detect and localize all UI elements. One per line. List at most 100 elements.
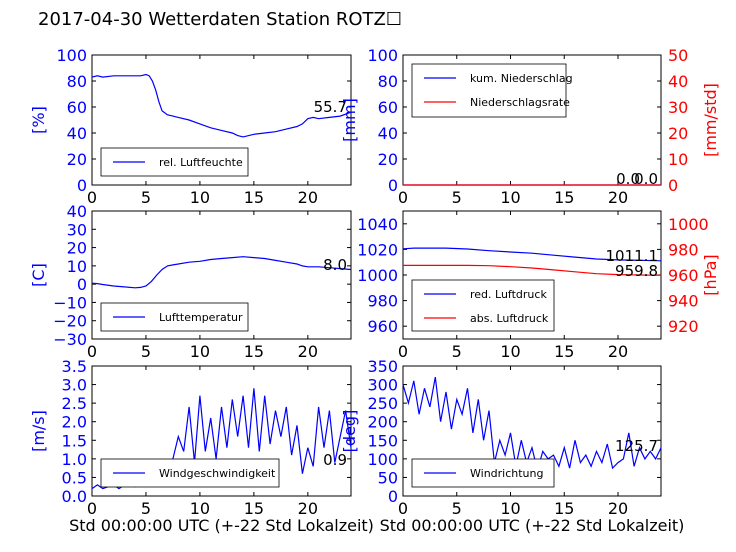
y-tick-label: 1.0 xyxy=(62,450,87,469)
y-tick-label: −30 xyxy=(53,330,87,349)
x-tick-label: 10 xyxy=(500,499,520,518)
legend-label: Windgeschwindigkeit xyxy=(159,467,276,480)
y-tick-label: 100 xyxy=(367,46,398,65)
plot-frame xyxy=(91,54,352,186)
y-tick-label: 40 xyxy=(67,202,87,221)
y-tick-label: 0.0 xyxy=(62,487,87,506)
value-annotation: 959.8 xyxy=(615,262,658,280)
y2-tick-label: 940 xyxy=(668,292,699,311)
y-tick-label: 20 xyxy=(67,239,87,258)
y-tick-label: 80 xyxy=(67,72,87,91)
x-tick-label: 0 xyxy=(398,499,408,518)
y-tick-label: 350 xyxy=(367,357,398,376)
x-tick-label: 10 xyxy=(190,188,210,207)
y-tick-label: 1020 xyxy=(357,240,398,259)
y2-tick-label: 980 xyxy=(668,240,699,259)
y-axis-label: [mm] xyxy=(340,98,359,142)
plot-frame xyxy=(91,365,352,497)
y-tick-label: 1000 xyxy=(357,266,398,285)
y-tick-label: −10 xyxy=(53,293,87,312)
x-tick-label: 15 xyxy=(244,188,264,207)
x-tick-label: 15 xyxy=(244,342,264,361)
legend-label: Lufttemperatur xyxy=(159,311,243,324)
y-tick-label: 2.0 xyxy=(62,413,87,432)
x-tick-label: 20 xyxy=(608,342,628,361)
legend-label: kum. Niederschlag xyxy=(470,72,573,85)
y2-tick-label: 920 xyxy=(668,317,699,336)
x-tick-label: 5 xyxy=(141,188,151,207)
x-tick-label: 0 xyxy=(398,188,408,207)
x-tick-label: 5 xyxy=(141,499,151,518)
x-tick-label: 20 xyxy=(298,342,318,361)
value-annotation: 8.0 xyxy=(323,256,347,274)
y2-tick-label: 10 xyxy=(668,150,688,169)
x-tick-label: 20 xyxy=(298,188,318,207)
series-line-pressure-0 xyxy=(402,247,662,262)
y2-tick-label: 1000 xyxy=(668,215,709,234)
value-annotation: 0.9 xyxy=(323,451,347,469)
legend-label: red. Luftdruck xyxy=(470,288,547,301)
y2-tick-label: 50 xyxy=(668,46,688,65)
y-tick-label: 3.0 xyxy=(62,376,87,395)
y-tick-label: 100 xyxy=(56,46,87,65)
y-tick-label: 300 xyxy=(367,376,398,395)
series-line-temperature-0 xyxy=(91,256,352,289)
y-tick-label: 100 xyxy=(367,450,398,469)
y-tick-label: 0.5 xyxy=(62,468,87,487)
y-tick-label: 3.5 xyxy=(62,357,87,376)
value-annotation: 0.0 xyxy=(634,170,658,188)
y-tick-label: 0 xyxy=(388,176,398,195)
y-tick-label: 150 xyxy=(367,431,398,450)
x-tick-label: 5 xyxy=(452,342,462,361)
plot-frame xyxy=(91,210,352,340)
x-tick-label: 10 xyxy=(190,342,210,361)
series-line-winddir-0 xyxy=(402,376,662,473)
plot-frame xyxy=(402,365,662,497)
value-annotation: 55.7 xyxy=(314,98,347,116)
y2-axis-label: [hPa] xyxy=(701,254,720,295)
value-annotation: 1011.1 xyxy=(606,247,659,265)
y-tick-label: 980 xyxy=(367,292,398,311)
y-tick-label: 0 xyxy=(77,176,87,195)
y-axis-label: [m/s] xyxy=(29,410,48,452)
y-tick-label: 10 xyxy=(67,257,87,276)
x-tick-label: 15 xyxy=(554,499,574,518)
y-tick-label: 1040 xyxy=(357,215,398,234)
value-annotation: 0.0 xyxy=(616,170,640,188)
series-line-humidity-0 xyxy=(91,73,352,138)
y-tick-label: 0 xyxy=(77,275,87,294)
x-tick-label: 5 xyxy=(141,342,151,361)
figure-title: 2017-04-30 Wetterdaten Station ROTZ☐ xyxy=(38,9,402,30)
x-tick-label: 10 xyxy=(190,499,210,518)
y-tick-label: 20 xyxy=(67,150,87,169)
x-tick-label: 5 xyxy=(452,188,462,207)
legend-label: rel. Luftfeuchte xyxy=(159,156,243,169)
value-annotation: 125.7 xyxy=(615,437,658,455)
x-tick-label: 0 xyxy=(87,499,97,518)
x-axis-label: Std 00:00:00 UTC (+-22 Std Lokalzeit) xyxy=(380,516,685,535)
y-tick-label: 30 xyxy=(67,220,87,239)
x-tick-label: 15 xyxy=(554,342,574,361)
y-tick-label: 40 xyxy=(67,124,87,143)
y2-tick-label: 20 xyxy=(668,124,688,143)
y2-tick-label: 960 xyxy=(668,266,699,285)
x-tick-label: 15 xyxy=(554,188,574,207)
x-tick-label: 10 xyxy=(500,342,520,361)
y-axis-label: [C] xyxy=(29,263,48,287)
x-tick-label: 20 xyxy=(298,499,318,518)
legend-box xyxy=(411,63,567,118)
y-tick-label: 2.5 xyxy=(62,394,87,413)
y-tick-label: 40 xyxy=(378,124,398,143)
y2-axis-label: [mm/std] xyxy=(701,83,720,157)
x-tick-label: 20 xyxy=(608,188,628,207)
y-tick-label: −20 xyxy=(53,312,87,331)
y-tick-label: 20 xyxy=(378,150,398,169)
y-tick-label: 960 xyxy=(367,317,398,336)
x-tick-label: 10 xyxy=(500,188,520,207)
y2-tick-label: 30 xyxy=(668,98,688,117)
y-tick-label: 1.5 xyxy=(62,431,87,450)
legend-label: Windrichtung xyxy=(470,467,543,480)
series-line-pressure-1 xyxy=(403,264,662,276)
